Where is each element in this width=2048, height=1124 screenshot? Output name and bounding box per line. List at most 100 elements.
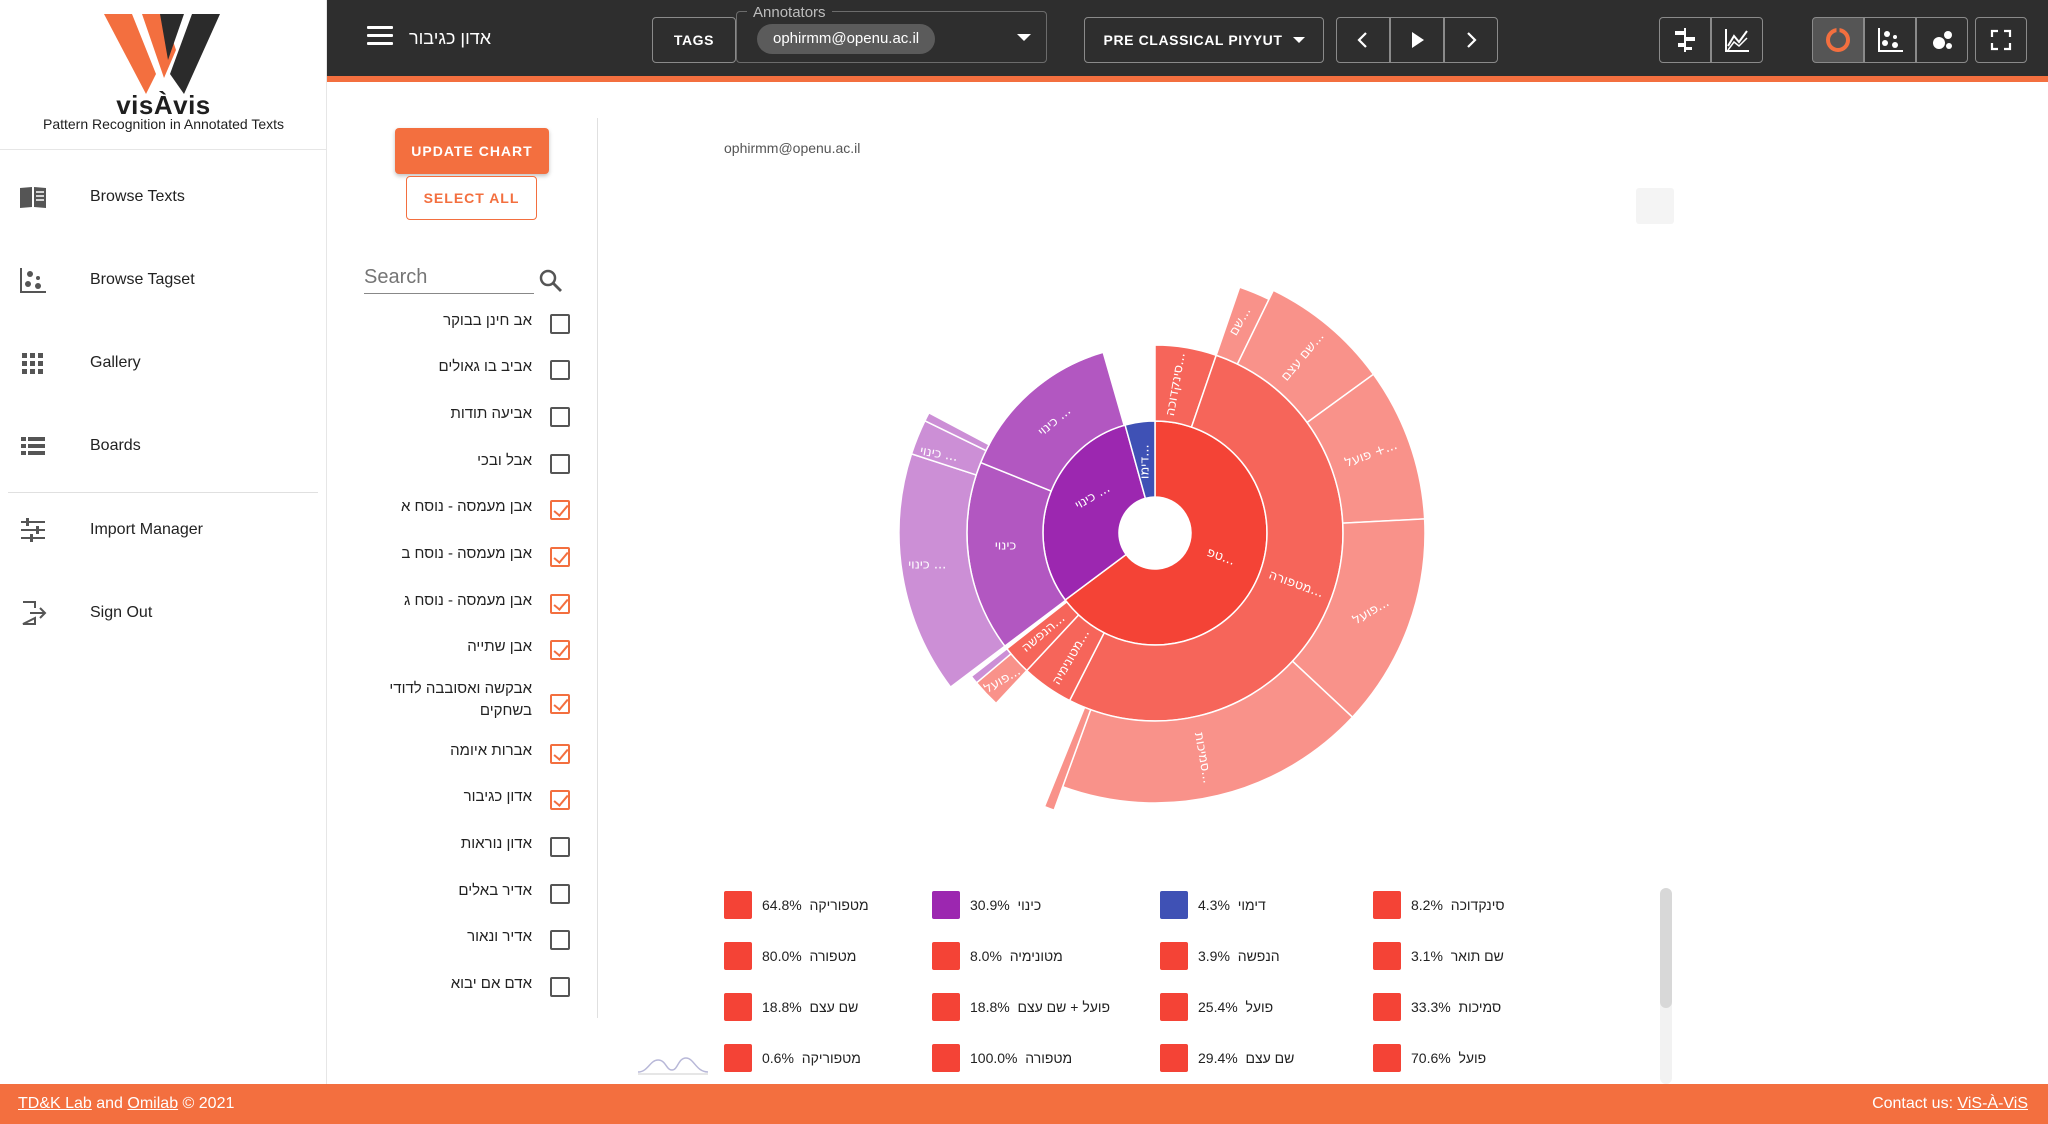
legend-swatch (1160, 891, 1188, 919)
annotator-chip[interactable]: ophirmm@openu.ac.il (757, 24, 936, 54)
legend-label: מטפוריקה (801, 1050, 861, 1066)
text-label: אב חינן בבוקר (443, 312, 532, 329)
legend-swatch (724, 1044, 752, 1072)
sidebar: visÀvis Pattern Recognition in Annotated… (0, 0, 327, 1084)
segment-kinui-outer-3[interactable] (923, 411, 991, 452)
bubble-view-button[interactable] (1916, 17, 1968, 63)
text-label: אדיר ונאור (467, 928, 532, 945)
tags-button[interactable]: TAGS (652, 17, 736, 63)
checkbox[interactable] (550, 744, 570, 764)
sunburst-center[interactable] (1119, 497, 1191, 569)
next-button[interactable] (1444, 17, 1498, 63)
sidebar-item-label: Boards (90, 437, 141, 454)
legend-value: 8.0% (970, 948, 1002, 964)
chevron-down-icon[interactable] (1017, 34, 1031, 41)
sidebar-item-gallery[interactable]: Gallery (0, 333, 327, 393)
fullscreen-button[interactable] (1975, 17, 2027, 63)
legend-item[interactable]: שם תואר 3.1% (1373, 941, 1504, 971)
corpus-dropdown[interactable]: PRE CLASSICAL PIYYUT (1084, 17, 1324, 63)
line-chart-icon (1725, 29, 1749, 52)
update-chart-button[interactable]: UPDATE CHART (395, 128, 549, 174)
segment-kinui-edge[interactable] (1033, 355, 1091, 390)
legend-value: 18.8% (762, 999, 802, 1015)
legend-value: 25.4% (1198, 999, 1238, 1015)
sidebar-item-boards[interactable]: Boards (0, 416, 327, 476)
bar-view-button[interactable] (1659, 17, 1711, 63)
legend-item[interactable]: סמיכות 33.3% (1373, 992, 1501, 1022)
footer-and: and (91, 1095, 128, 1112)
checkbox[interactable] (550, 977, 570, 997)
checkbox[interactable] (550, 884, 570, 904)
segment-kinui-tiny[interactable] (970, 647, 1013, 684)
legend-label: פועל (1458, 1050, 1487, 1066)
sidebar-item-browse-tagset[interactable]: Browse Tagset (0, 250, 327, 310)
text-label: אדון כגיבור (463, 788, 532, 805)
segment-thin-sliver[interactable] (1043, 706, 1092, 812)
line-view-button[interactable] (1711, 17, 1763, 63)
checkbox[interactable] (550, 500, 570, 520)
text-label: אבן מעמסה - נוסח א (400, 498, 532, 515)
checkbox[interactable] (550, 640, 570, 660)
contact-prefix: Contact us: (1872, 1095, 1958, 1112)
legend-scrollbar[interactable] (1660, 888, 1672, 1008)
segment-kinui-b[interactable] (979, 351, 1126, 493)
legend-item[interactable]: כינוי 30.9% (932, 890, 1041, 920)
legend-item[interactable]: מטונימיה 8.0% (932, 941, 1063, 971)
legend-text: מטפורה 100.0% (970, 1050, 1072, 1066)
checkbox[interactable] (550, 790, 570, 810)
play-button[interactable] (1390, 17, 1444, 63)
legend-swatch (1373, 891, 1401, 919)
legend-item[interactable]: הנפשה 3.9% (1160, 941, 1280, 971)
lab-link[interactable]: TD&K Lab (18, 1095, 92, 1112)
search-input[interactable] (364, 262, 534, 294)
chart-menu-button[interactable] (1636, 188, 1674, 224)
legend-item[interactable]: מטפורה 100.0% (932, 1043, 1072, 1073)
footer-contact: Contact us: ViS-À-ViS (1872, 1095, 2028, 1113)
contact-link[interactable]: ViS-À-ViS (1957, 1095, 2028, 1112)
legend-item[interactable]: מטפוריקה 64.8% (724, 890, 869, 920)
select-all-button[interactable]: SELECT ALL (406, 176, 537, 220)
legend-item[interactable]: מטפורה 80.0% (724, 941, 856, 971)
search-icon[interactable] (538, 268, 564, 294)
sidebar-item-sign-out[interactable]: Sign Out (0, 583, 327, 643)
legend-label: מטפורה (1025, 1050, 1073, 1066)
legend-text: מטונימיה 8.0% (970, 948, 1063, 964)
checkbox[interactable] (550, 360, 570, 380)
legend-label: מטפוריקה (809, 897, 869, 913)
legend-item[interactable]: פועל + שם עצם 18.8% (932, 992, 1110, 1022)
menu-icon[interactable] (367, 26, 393, 48)
checkbox[interactable] (550, 594, 570, 614)
legend-swatch (932, 891, 960, 919)
scatter-view-button[interactable] (1864, 17, 1916, 63)
segment-label: דימו... (1137, 444, 1152, 479)
previous-button[interactable] (1336, 17, 1390, 63)
mini-wave-icon (638, 1057, 708, 1075)
legend-value: 80.0% (762, 948, 802, 964)
checkbox[interactable] (550, 454, 570, 474)
legend-item[interactable]: פועל 25.4% (1160, 992, 1273, 1022)
checkbox[interactable] (550, 930, 570, 950)
sidebar-item-label: Gallery (90, 354, 141, 371)
checkbox[interactable] (550, 407, 570, 427)
checkbox[interactable] (550, 694, 570, 714)
legend-item[interactable]: פועל 70.6% (1373, 1043, 1486, 1073)
annotators-select[interactable] (736, 11, 1047, 63)
checkbox[interactable] (550, 837, 570, 857)
legend-value: 29.4% (1198, 1050, 1238, 1066)
checkbox[interactable] (550, 547, 570, 567)
panel-divider (597, 118, 598, 1018)
legend-value: 8.2% (1411, 897, 1443, 913)
omilab-link[interactable]: Omilab (127, 1095, 179, 1112)
legend-item[interactable]: דימוי 4.3% (1160, 890, 1266, 920)
legend-item[interactable]: שם עצם 29.4% (1160, 1043, 1294, 1073)
sidebar-item-import-manager[interactable]: Import Manager (0, 500, 327, 560)
grid-icon (22, 353, 43, 374)
sunburst-view-button[interactable] (1812, 17, 1864, 63)
legend-label: פועל (1245, 999, 1274, 1015)
legend-label: מטונימיה (1009, 948, 1063, 964)
checkbox[interactable] (550, 314, 570, 334)
legend-item[interactable]: מטפוריקה 0.6% (724, 1043, 861, 1073)
sidebar-item-browse-texts[interactable]: Browse Texts (0, 167, 327, 227)
legend-item[interactable]: סינקדוכה 8.2% (1373, 890, 1505, 920)
legend-item[interactable]: שם עצם 18.8% (724, 992, 858, 1022)
